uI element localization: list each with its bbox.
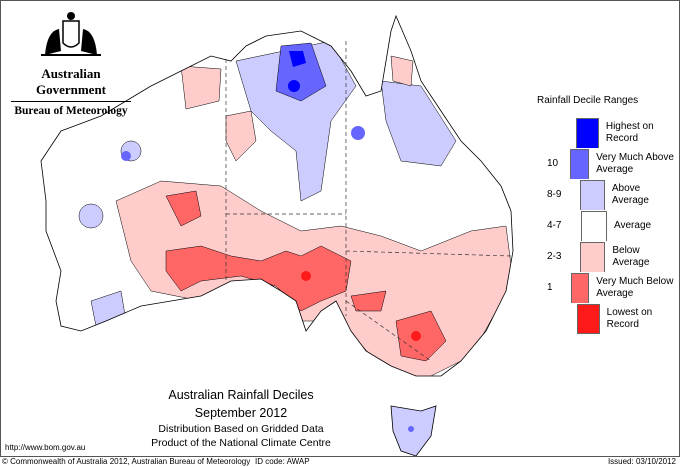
legend-item: Lowest on Record bbox=[537, 303, 677, 334]
government-label: Australian Government bbox=[11, 66, 131, 102]
legend-swatch bbox=[570, 148, 590, 179]
region-very-much-below-average bbox=[350, 290, 387, 312]
region-below-average bbox=[180, 65, 222, 110]
australia-map bbox=[40, 15, 514, 456]
legend-swatch bbox=[580, 241, 606, 272]
legend: Rainfall Decile Ranges Highest on Record… bbox=[537, 95, 677, 334]
legend-item: Highest on Record bbox=[537, 117, 677, 148]
legend-decile-value: 8-9 bbox=[547, 189, 562, 200]
legend-label: Very Much Above Average bbox=[596, 151, 674, 175]
region-lowest-on-record bbox=[301, 271, 311, 281]
legend-label: Average bbox=[614, 219, 652, 231]
legend-label: Above Average bbox=[611, 182, 649, 206]
map-title: Australian Rainfall Deciles bbox=[168, 388, 314, 402]
map-product: Product of the National Climate Centre bbox=[151, 437, 331, 449]
region-very-much-above-average bbox=[121, 151, 131, 161]
id-code: ID code: AWAP bbox=[255, 457, 310, 466]
legend-swatch bbox=[579, 179, 605, 210]
legend-swatch bbox=[576, 117, 599, 148]
region-above-average bbox=[380, 80, 457, 167]
bom-logo: Australian Government Bureau of Meteorol… bbox=[11, 11, 131, 117]
tasmania-very-much-above bbox=[408, 426, 414, 432]
bom-url-link[interactable]: http://www.bom.gov.au bbox=[5, 443, 86, 452]
map-period: September 2012 bbox=[194, 406, 288, 420]
legend-label: Very Much Below Average bbox=[596, 275, 674, 299]
legend-item: 4-7 Average bbox=[537, 210, 677, 241]
legend-item: 2-3 Below Average bbox=[537, 241, 677, 272]
legend-decile-value: 4-7 bbox=[547, 220, 562, 231]
region-above-average bbox=[78, 203, 104, 229]
tasmania bbox=[390, 405, 437, 456]
legend-decile-value: 1 bbox=[547, 282, 553, 293]
region-above-average bbox=[235, 40, 357, 202]
region-highest-on-record bbox=[288, 80, 300, 92]
region-below-average bbox=[390, 55, 414, 87]
legend-swatch bbox=[581, 210, 607, 241]
region-very-much-below-average bbox=[165, 190, 202, 227]
region-lowest-on-record bbox=[411, 331, 421, 341]
map-subtitle: Distribution Based on Gridded Data bbox=[158, 423, 324, 435]
bureau-label: Bureau of Meteorology bbox=[14, 105, 128, 117]
legend-item: 1 Very Much Below Average bbox=[537, 272, 677, 303]
legend-decile-value: 10 bbox=[547, 158, 559, 169]
legend-item: 8-9 Above Average bbox=[537, 179, 677, 210]
coat-of-arms-icon bbox=[41, 12, 101, 56]
legend-label: Lowest on Record bbox=[606, 306, 653, 330]
legend-item: 10 Very Much Above Average bbox=[537, 148, 677, 179]
state-borders bbox=[225, 41, 512, 362]
region-very-much-below-average bbox=[165, 245, 352, 312]
region-highest-on-record bbox=[289, 51, 306, 67]
legend-title: Rainfall Decile Ranges bbox=[537, 95, 639, 106]
legend-label: Highest on Record bbox=[605, 120, 654, 144]
region-very-much-above-average bbox=[351, 126, 365, 140]
copyright-text: © Commonwealth of Australia 2012, Austra… bbox=[2, 457, 251, 466]
map-titles: Australian Rainfall Deciles September 20… bbox=[101, 388, 381, 449]
rainfall-decile-map-figure: Australian Government Bureau of Meteorol… bbox=[0, 0, 680, 457]
legend-swatch bbox=[570, 272, 590, 303]
legend-swatch bbox=[576, 303, 600, 334]
issued-date: Issued: 03/10/2012 bbox=[607, 457, 676, 466]
legend-decile-value: 2-3 bbox=[547, 251, 562, 262]
legend-label: Below Average bbox=[612, 244, 650, 268]
